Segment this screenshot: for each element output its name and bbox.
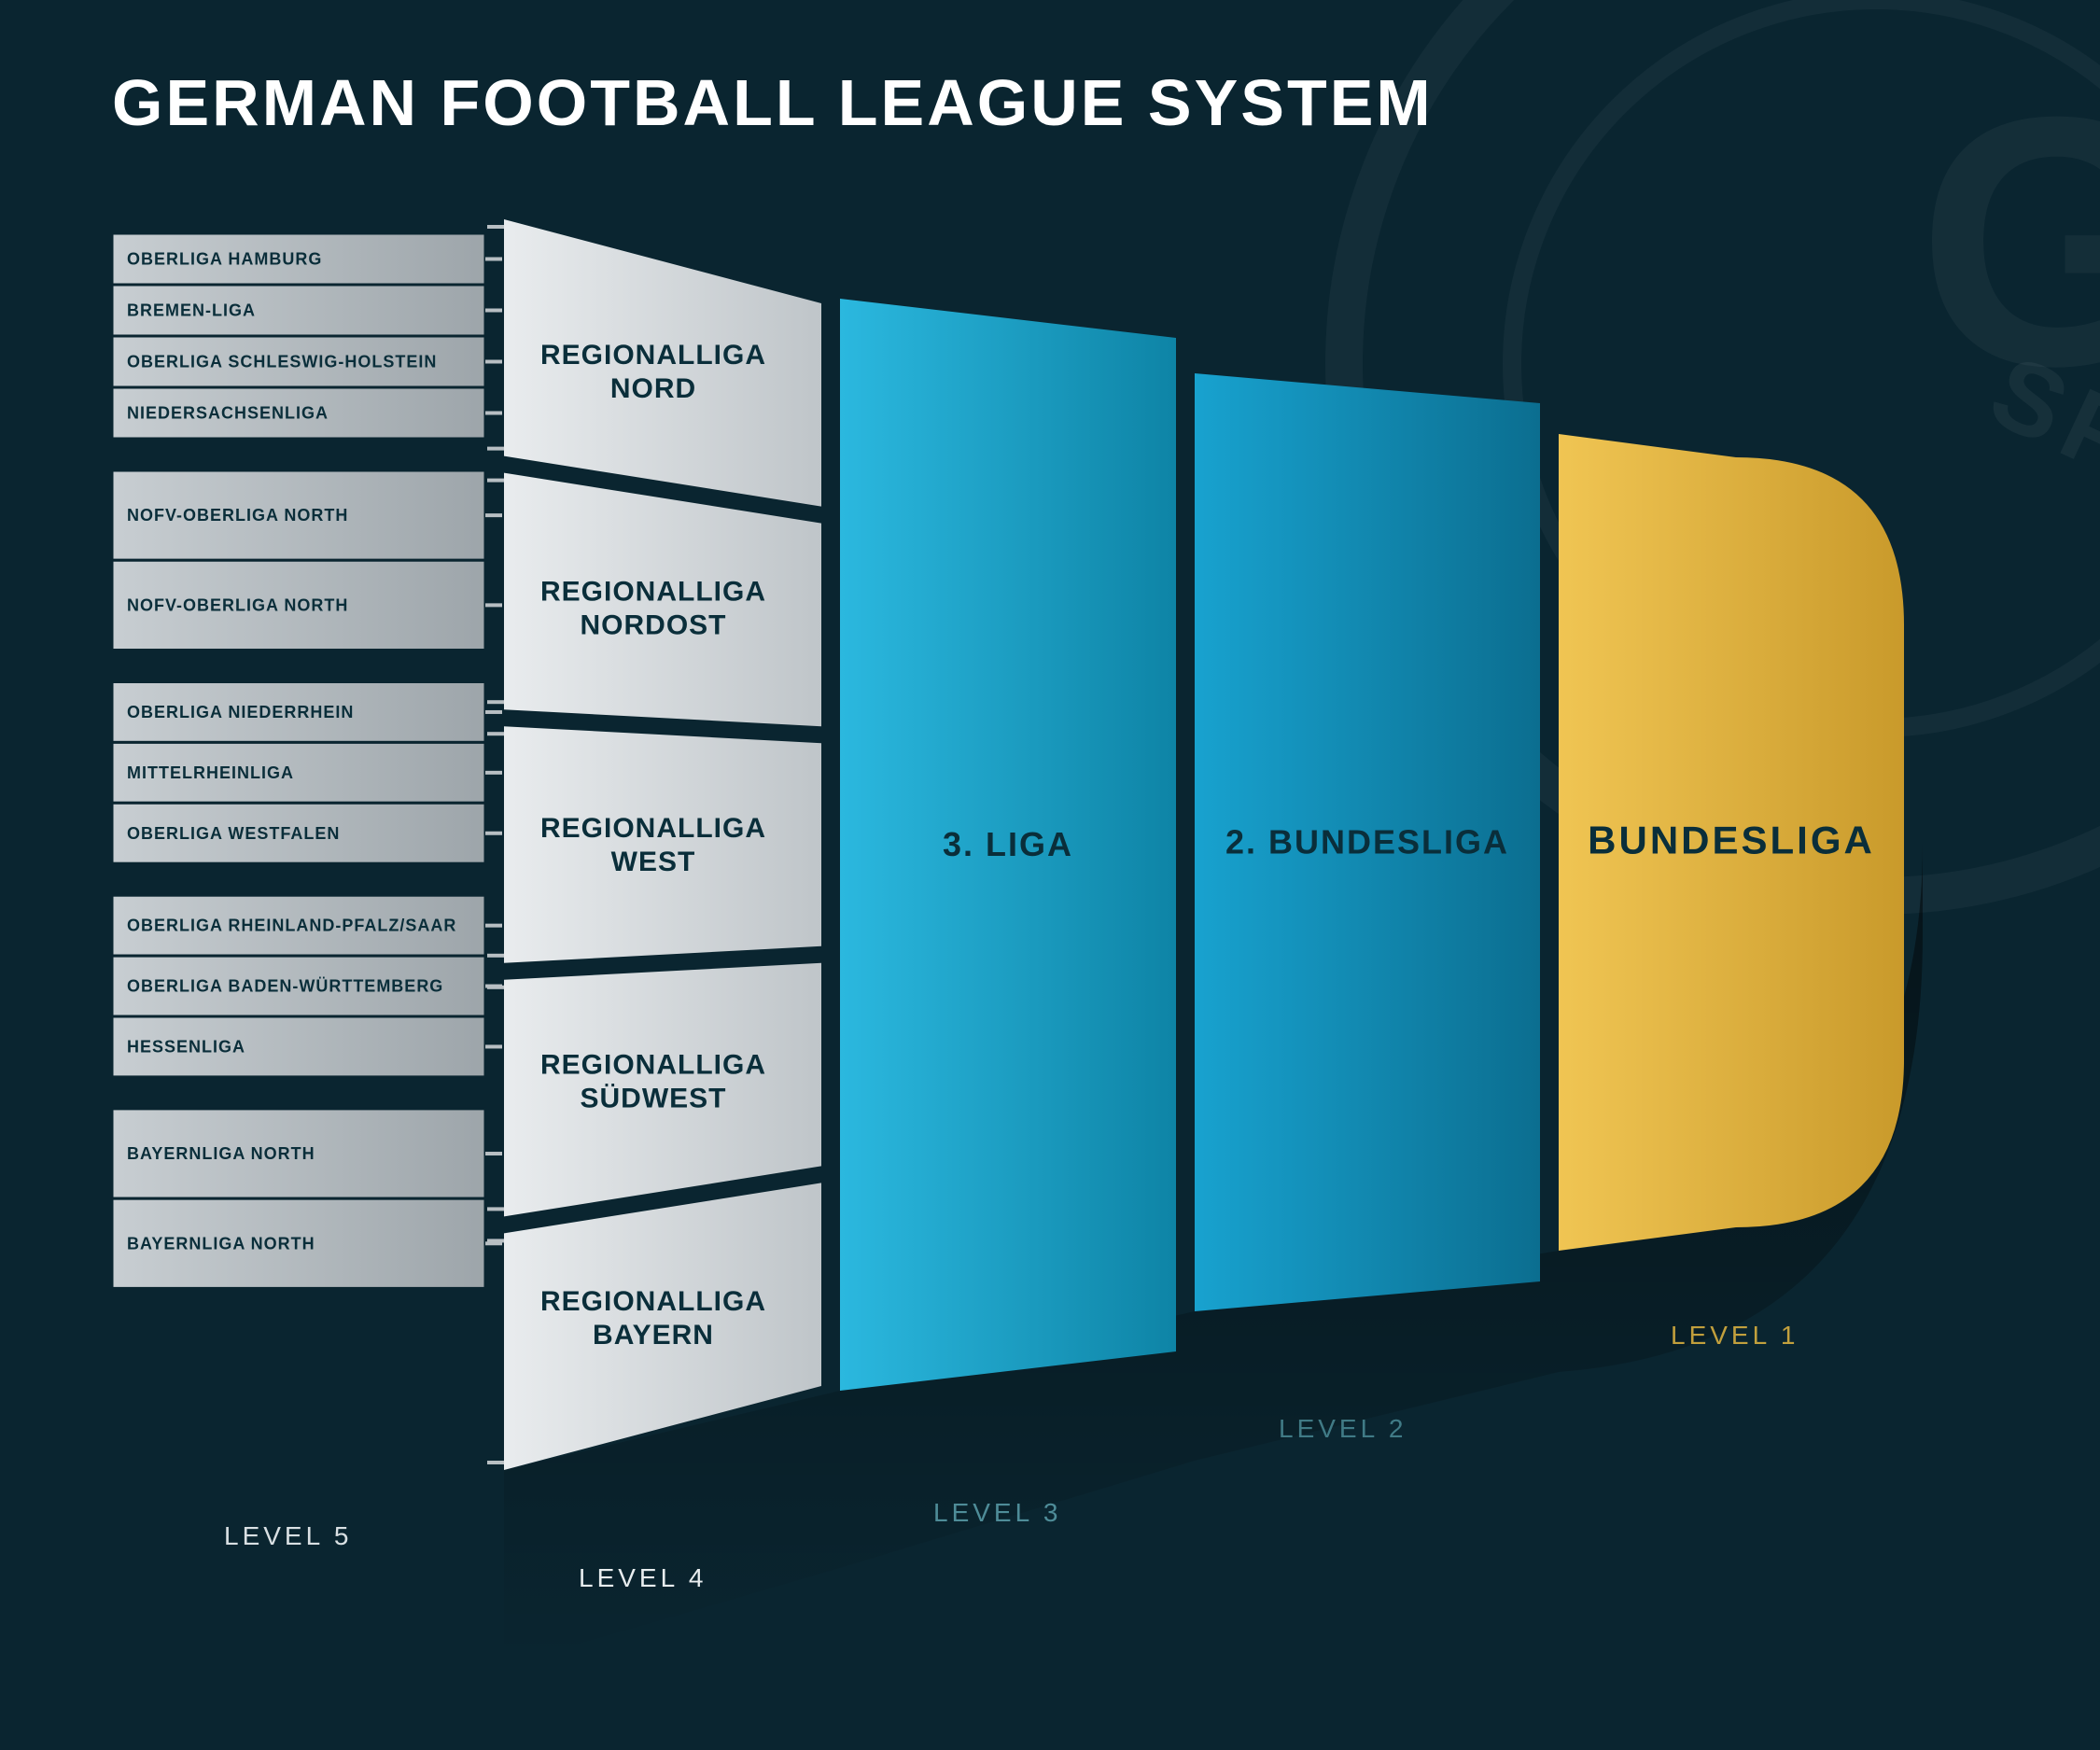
connector-tick xyxy=(485,360,502,364)
connector-tick xyxy=(487,954,504,958)
level4-region-subtitle: WEST xyxy=(611,847,696,877)
level5-league-label: OBERLIGA HAMBURG xyxy=(127,250,322,269)
connector-tick xyxy=(487,700,504,704)
level5-league-label: HESSENLIGA xyxy=(127,1037,245,1056)
level-label-1: LEVEL 1 xyxy=(1671,1321,1799,1350)
connector-tick xyxy=(485,771,502,775)
level5-league-label: NOFV-OBERLIGA NORTH xyxy=(127,506,348,525)
level3-title: 3. LIGA xyxy=(943,825,1073,863)
connector-tick xyxy=(485,412,502,415)
level4-region-title: REGIONALLIGA xyxy=(540,813,766,844)
connector-tick xyxy=(485,1152,502,1155)
connector-tick xyxy=(485,710,502,714)
level5-league-label: OBERLIGA RHEINLAND-PFALZ/SAAR xyxy=(127,917,456,935)
level-label-5: LEVEL 5 xyxy=(224,1521,352,1550)
level5-league-label: BAYERNLIGA NORTH xyxy=(127,1144,315,1163)
level4-region-title: REGIONALLIGA xyxy=(540,576,766,607)
connector-tick xyxy=(487,1461,504,1464)
connector-tick xyxy=(485,603,502,607)
level5-league-label: OBERLIGA SCHLESWIG-HOLSTEIN xyxy=(127,353,437,371)
level4-region-subtitle: NORDOST xyxy=(581,609,727,640)
level5-league-label: OBERLIGA BADEN-WÜRTTEMBERG xyxy=(127,977,443,996)
level4-region-subtitle: BAYERN xyxy=(593,1320,714,1351)
level4-region-title: REGIONALLIGA xyxy=(540,340,766,371)
connector-tick xyxy=(485,985,502,988)
connector-tick xyxy=(487,447,504,451)
level4-region-subtitle: SÜDWEST xyxy=(581,1084,727,1114)
level4-region-title: REGIONALLIGA xyxy=(540,1286,766,1317)
connector-tick xyxy=(487,732,504,735)
level-label-4: LEVEL 4 xyxy=(579,1563,707,1592)
connector-tick xyxy=(485,1241,502,1245)
level5-league-label: NOFV-OBERLIGA NORTH xyxy=(127,595,348,614)
level5-league-label: MITTELRHEINLIGA xyxy=(127,763,294,782)
connector-tick xyxy=(485,513,502,517)
connector-tick xyxy=(485,924,502,928)
level5-league-label: BREMEN-LIGA xyxy=(127,301,256,320)
league-diagram: BUNDESLIGA 2. BUNDESLIGA 3. LIGA REGIONALLI… xyxy=(0,0,2100,1750)
level4-region-title: REGIONALLIGA xyxy=(540,1050,766,1081)
connector-tick xyxy=(487,1207,504,1211)
connector-tick xyxy=(485,1044,502,1048)
connector-tick xyxy=(485,309,502,313)
connector-tick xyxy=(485,832,502,835)
level5-league-label: BAYERNLIGA NORTH xyxy=(127,1234,315,1253)
level1-title: BUNDESLIGA xyxy=(1588,819,1875,862)
level4-region-card xyxy=(504,726,821,963)
connector-tick xyxy=(487,479,504,483)
level5-league-label: OBERLIGA WESTFALEN xyxy=(127,824,340,843)
level2-title: 2. BUNDESLIGA xyxy=(1225,823,1509,861)
level5-league-label: NIEDERSACHSENLIGA xyxy=(127,404,329,423)
connector-tick xyxy=(487,225,504,229)
connector-tick xyxy=(485,258,502,261)
level5-league-label: OBERLIGA NIEDERRHEIN xyxy=(127,703,354,721)
level-label-2: LEVEL 2 xyxy=(1279,1414,1407,1443)
level-label-3: LEVEL 3 xyxy=(933,1498,1061,1527)
level4-region-subtitle: NORD xyxy=(610,373,696,404)
